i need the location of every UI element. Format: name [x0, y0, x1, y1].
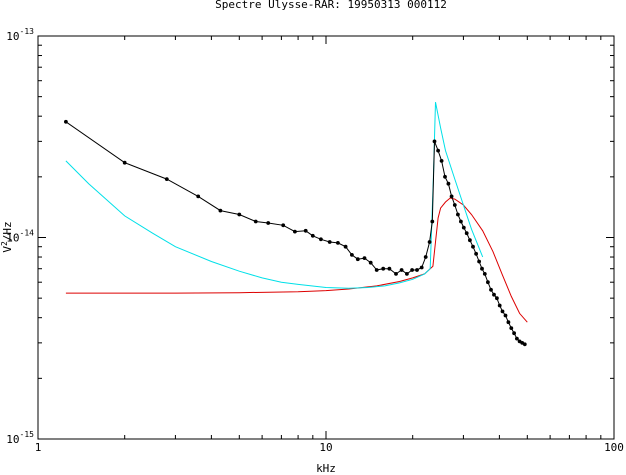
data-point [218, 208, 223, 213]
data-point [432, 139, 437, 144]
x-tick-label: 100 [604, 441, 624, 454]
data-point [319, 237, 323, 242]
x-tick-label: 1 [35, 441, 42, 454]
data-point [374, 268, 379, 272]
data-point [459, 219, 463, 224]
data-point [486, 280, 490, 285]
data-point [355, 257, 360, 262]
data-point [497, 303, 502, 308]
data-point [436, 148, 440, 153]
data-point [381, 266, 386, 271]
data-point [266, 221, 271, 225]
data-point [415, 268, 419, 272]
data-point [512, 331, 516, 336]
data-point [423, 255, 428, 259]
data-point [503, 313, 508, 318]
data-point [64, 119, 68, 124]
data-point [394, 272, 398, 276]
data-point [237, 212, 242, 217]
y-tick-label: 10-13 [6, 27, 34, 43]
data-point [368, 260, 373, 265]
data-point [495, 296, 499, 301]
data-point [492, 292, 496, 297]
data-point [471, 244, 475, 249]
y-tick-label: 10-14 [6, 229, 34, 245]
data-point [405, 272, 409, 276]
data-point [281, 223, 286, 228]
data-point [439, 159, 444, 163]
data-point [477, 259, 481, 264]
x-tick-label: 10 [319, 441, 332, 454]
data-point [515, 336, 519, 341]
data-point [327, 240, 332, 244]
data-point [122, 160, 127, 165]
y-tick-label: 10-15 [6, 430, 34, 446]
series-layer [64, 102, 528, 347]
data-point [293, 229, 297, 234]
chart-title: Spectre Ulysse-RAR: 19950313 000112 [215, 0, 447, 11]
data-point [474, 251, 478, 256]
data-point [482, 272, 487, 276]
data-point [164, 177, 169, 182]
data-point [410, 268, 414, 272]
data-point [506, 320, 511, 325]
data-point [456, 212, 460, 217]
axis-tick-labels: 1 10 100 10-15 10-14 10-13 [6, 27, 624, 454]
data-point [427, 240, 432, 244]
data-point [362, 256, 367, 260]
data-point [452, 203, 457, 207]
data-point [387, 266, 392, 271]
data-point [464, 231, 469, 236]
data-point [522, 342, 527, 347]
data-point [399, 268, 404, 272]
data-point [419, 265, 424, 270]
data-point [443, 174, 447, 179]
data-point [336, 241, 340, 245]
y-axis-label: V2/Hz [0, 221, 14, 252]
series-line-model-cyan [65, 102, 484, 289]
data-point [310, 233, 315, 238]
data-point [446, 181, 451, 186]
data-point [489, 287, 493, 292]
data-point [509, 326, 514, 330]
data-point [253, 219, 258, 224]
data-point [430, 219, 435, 224]
series-line-model-red [65, 197, 528, 323]
data-point [461, 225, 466, 230]
data-point [303, 228, 308, 233]
data-point [500, 309, 505, 314]
x-axis-label: kHz [316, 462, 336, 475]
axis-ticks [37, 36, 615, 440]
data-point [350, 253, 354, 257]
data-point [468, 238, 472, 243]
data-point [343, 244, 348, 249]
data-point [449, 194, 454, 199]
data-point [196, 194, 201, 199]
data-point [480, 266, 484, 271]
